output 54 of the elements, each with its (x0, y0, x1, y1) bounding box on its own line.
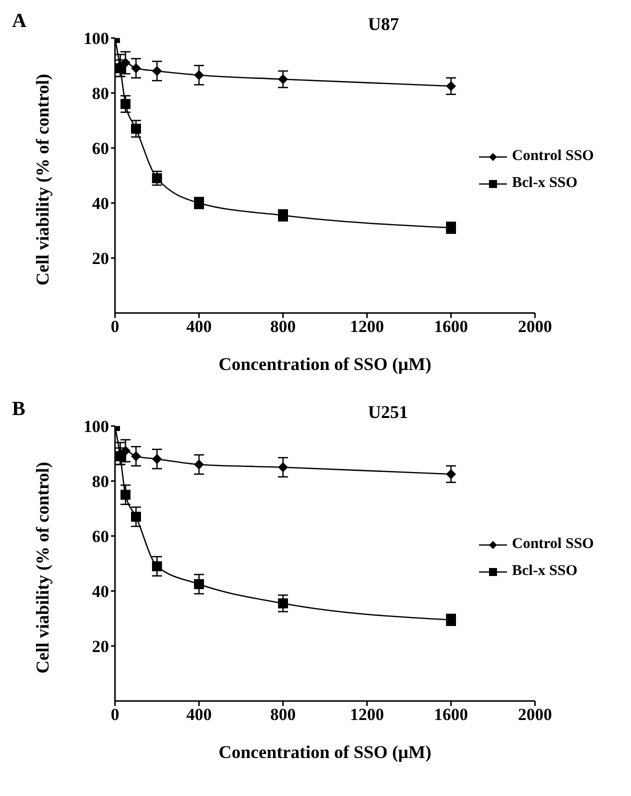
point (120, 58, 130, 68)
point (152, 561, 162, 572)
point (152, 454, 162, 464)
point (131, 512, 141, 522)
point (278, 462, 288, 472)
y-axis-title: Cell viability (% of control) (32, 74, 52, 286)
y-tick-label: 40 (92, 194, 109, 214)
x-axis-title: Concentration of SSO (μM) (218, 354, 432, 374)
x-tick-label: 800 (270, 317, 296, 336)
legend-label: Control SSO (512, 148, 594, 165)
y-tick-label: 80 (92, 84, 109, 104)
chart-title: U87 (368, 14, 399, 35)
point (446, 81, 456, 92)
point (152, 173, 162, 184)
point (120, 446, 130, 456)
point (194, 579, 204, 590)
x-tick-label: 1600 (434, 705, 468, 724)
x-tick-label: 1600 (434, 317, 468, 336)
point (131, 63, 141, 74)
x-tick-label: 0 (110, 705, 120, 724)
x-tick-label: 400 (186, 705, 212, 724)
point (152, 66, 162, 76)
legend-label: Control SSO (512, 536, 594, 553)
x-tick-label: 2000 (518, 317, 552, 336)
point (278, 598, 288, 608)
y-tick-label: 60 (92, 139, 109, 158)
x-axis-title: Concentration of SSO (μM) (218, 742, 432, 762)
x-tick-label: 0 (110, 317, 120, 336)
y-tick-label: 100 (84, 29, 109, 48)
legend-label: Bcl-x SSO (512, 563, 578, 580)
y-tick-label: 40 (92, 582, 109, 602)
text: B (12, 398, 26, 421)
y-tick-label: 80 (92, 472, 109, 492)
chart-title: U251 (368, 402, 408, 423)
x-tick-label: 2000 (518, 705, 552, 724)
point (120, 490, 130, 500)
y-tick-label: 20 (92, 249, 109, 268)
y-tick-label: 60 (92, 527, 109, 546)
x-tick-label: 800 (270, 705, 296, 724)
point (120, 99, 130, 109)
x-tick-label: 1200 (350, 317, 384, 336)
x-tick-label: 1200 (350, 705, 384, 724)
y-tick-label: 100 (84, 417, 109, 436)
x-tick-label: 400 (186, 317, 212, 336)
y-tick-label: 20 (92, 637, 109, 656)
point (194, 460, 204, 470)
legend-label: Bcl-x SSO (512, 175, 578, 192)
point (446, 469, 456, 480)
point (131, 124, 141, 134)
y-axis-title: Cell viability (% of control) (32, 462, 52, 674)
point (278, 74, 288, 84)
text: A (12, 10, 26, 33)
point (194, 70, 204, 80)
point (131, 451, 141, 462)
